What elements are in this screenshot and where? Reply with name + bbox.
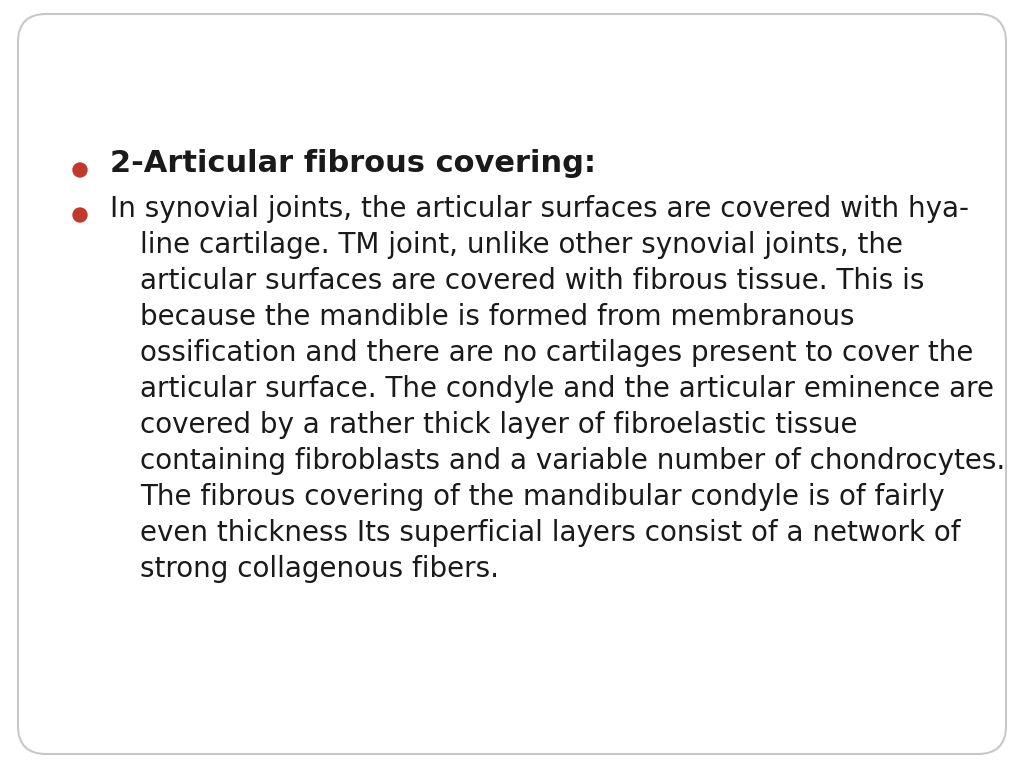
Text: covered by a rather thick layer of fibroelastic tissue: covered by a rather thick layer of fibro… bbox=[140, 411, 857, 439]
Text: because the mandible is formed from membranous: because the mandible is formed from memb… bbox=[140, 303, 854, 331]
Text: line cartilage. TM joint, unlike other synovial joints, the: line cartilage. TM joint, unlike other s… bbox=[140, 231, 903, 259]
Text: 2-Articular fibrous covering:: 2-Articular fibrous covering: bbox=[110, 149, 596, 178]
Text: The fibrous covering of the mandibular condyle is of fairly: The fibrous covering of the mandibular c… bbox=[140, 483, 944, 511]
Circle shape bbox=[73, 163, 87, 177]
Text: articular surface. The condyle and the articular eminence are: articular surface. The condyle and the a… bbox=[140, 375, 994, 403]
FancyBboxPatch shape bbox=[18, 14, 1006, 754]
Text: strong collagenous fibers.: strong collagenous fibers. bbox=[140, 555, 499, 583]
Text: ossification and there are no cartilages present to cover the: ossification and there are no cartilages… bbox=[140, 339, 974, 367]
Circle shape bbox=[73, 208, 87, 222]
Text: In synovial joints, the articular surfaces are covered with hya-: In synovial joints, the articular surfac… bbox=[110, 195, 969, 223]
Text: articular surfaces are covered with fibrous tissue. This is: articular surfaces are covered with fibr… bbox=[140, 267, 925, 295]
Text: containing fibroblasts and a variable number of chondrocytes.: containing fibroblasts and a variable nu… bbox=[140, 447, 1006, 475]
Text: even thickness Its superficial layers consist of a network of: even thickness Its superficial layers co… bbox=[140, 519, 961, 547]
